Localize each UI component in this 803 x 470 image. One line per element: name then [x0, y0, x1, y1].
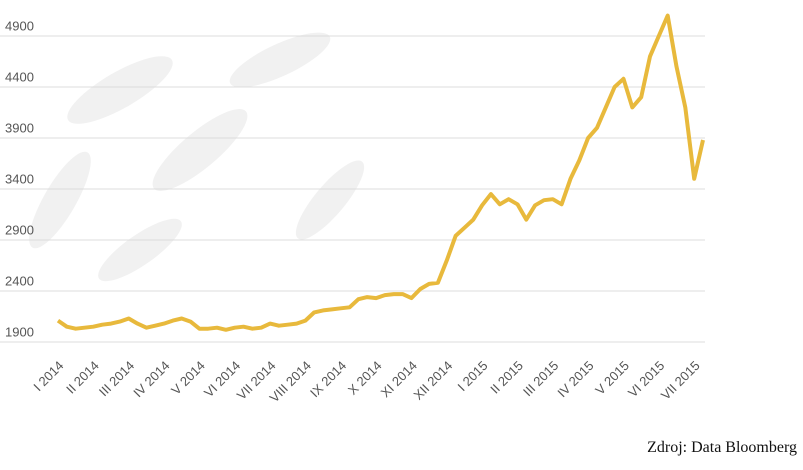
x-tick-label: I 2015 [454, 358, 490, 394]
x-tick-label: IV 2015 [554, 358, 596, 400]
y-tick-label: 4900 [5, 18, 34, 33]
price-line [56, 13, 705, 332]
background-ornament [29, 32, 365, 282]
source-note: Zdroj: Data Bloomberg [647, 439, 797, 456]
x-tick-label: IV 2014 [130, 358, 172, 400]
y-tick-label: 2900 [5, 222, 34, 237]
x-tick-label: III 2015 [520, 358, 561, 399]
y-tick-label: 1900 [5, 324, 34, 339]
y-tick-label: 3900 [5, 120, 34, 135]
x-tick-label: VII 2015 [658, 358, 703, 403]
x-tick-label: III 2014 [96, 358, 137, 399]
y-tick-label: 3400 [5, 171, 34, 186]
x-tick-label: IX 2014 [307, 358, 349, 400]
x-tick-label: XII 2014 [410, 358, 455, 403]
x-tick-label: I 2014 [30, 358, 66, 394]
x-tick-label: II 2015 [487, 358, 526, 397]
y-tick-label: 2400 [5, 273, 34, 288]
y-tick-label: 4400 [5, 69, 34, 84]
x-tick-label: II 2014 [63, 358, 102, 397]
